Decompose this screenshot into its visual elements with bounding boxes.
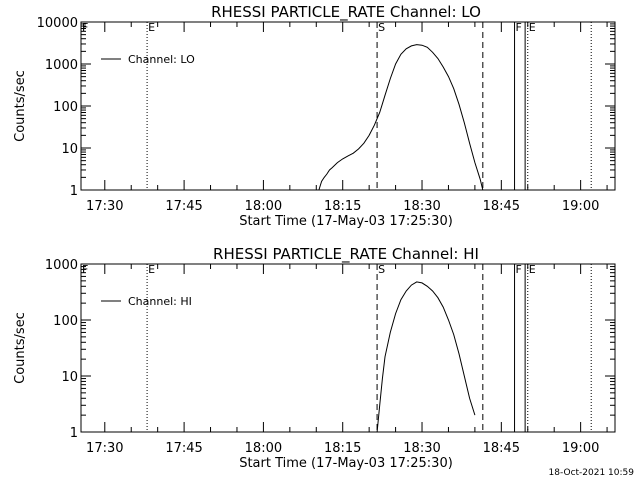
y-tick-label: 10 <box>61 370 78 385</box>
x-axis-label: Start Time (17-May-03 17:25:30) <box>239 456 453 471</box>
plot-frame <box>80 263 616 433</box>
chart-panel-2: RHESSI PARTICLE_RATE Channel: HI 1 10 100 10… <box>13 245 616 471</box>
chart-title: RHESSI PARTICLE_RATE Channel: LO <box>211 3 481 22</box>
marker-label-E: E <box>529 21 536 34</box>
y-tick-label: 1000 <box>45 258 78 273</box>
plot-frame <box>80 21 616 191</box>
y-tick-label: 1 <box>70 426 78 441</box>
y-axis-label: Counts/sec <box>13 70 28 142</box>
x-tick-label: 18:00 <box>245 441 282 456</box>
y-tick-label: 10000 <box>37 16 78 31</box>
marker-label-S: S <box>378 263 385 276</box>
x-tick-label: 17:45 <box>165 441 202 456</box>
marker-label-F: F <box>82 21 88 34</box>
marker-label-E: E <box>148 263 155 276</box>
marker-label-E: E <box>529 263 536 276</box>
x-tick-label: 18:45 <box>483 199 520 214</box>
marker-label-F: F <box>516 263 522 276</box>
x-tick-label: 18:30 <box>403 441 440 456</box>
y-tick-label: 100 <box>53 314 78 329</box>
marker-label-E: E <box>148 21 155 34</box>
x-tick-label: 17:30 <box>86 199 123 214</box>
x-tick-label: 17:45 <box>165 199 202 214</box>
x-tick-label: 18:15 <box>324 199 361 214</box>
x-tick-label: 19:00 <box>562 441 599 456</box>
y-tick-label: 10 <box>61 142 78 157</box>
chart-title: RHESSI PARTICLE_RATE Channel: HI <box>213 245 479 264</box>
x-tick-label: 17:30 <box>86 441 123 456</box>
timestamp: 18-Oct-2021 10:59 <box>548 468 634 478</box>
x-tick-label: 18:15 <box>324 441 361 456</box>
marker-label-F: F <box>82 263 88 276</box>
y-axis-label: Counts/sec <box>13 312 28 384</box>
marker-label-S: S <box>378 21 385 34</box>
x-tick-label: 18:00 <box>245 199 282 214</box>
legend-label: Channel: HI <box>128 295 192 308</box>
series-line <box>376 281 476 433</box>
chart-panel-1: RHESSI PARTICLE_RATE Channel: LO 1 10 100 10… <box>13 3 616 229</box>
y-tick-label: 1 <box>70 184 78 199</box>
marker-label-F: F <box>516 21 522 34</box>
x-tick-label: 18:45 <box>483 441 520 456</box>
y-tick-label: 1000 <box>45 58 78 73</box>
x-axis-label: Start Time (17-May-03 17:25:30) <box>239 214 453 229</box>
y-tick-label: 100 <box>53 100 78 115</box>
series-line <box>318 44 484 191</box>
x-tick-label: 19:00 <box>562 199 599 214</box>
legend-label: Channel: LO <box>128 53 195 66</box>
x-tick-label: 18:30 <box>403 199 440 214</box>
